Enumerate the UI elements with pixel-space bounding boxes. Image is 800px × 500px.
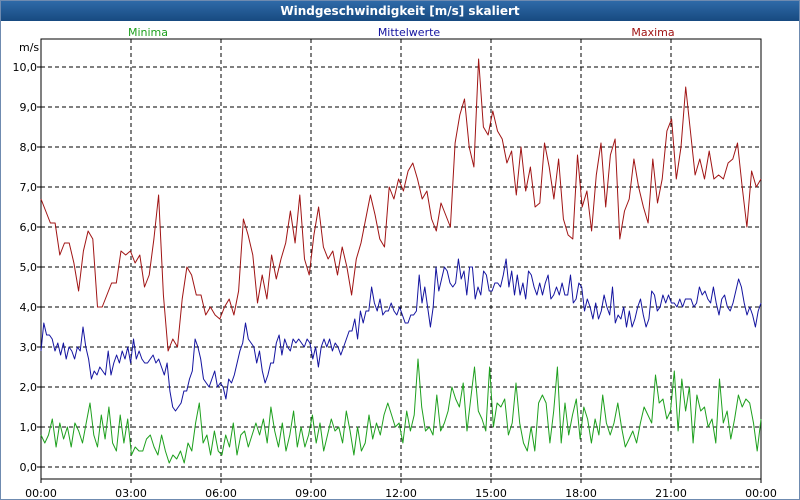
x-tick-time: 00:00 bbox=[25, 487, 57, 499]
x-tick-time: 15:00 bbox=[475, 487, 507, 499]
y-axis-unit: m/s bbox=[19, 41, 39, 54]
x-tick-time: 00:00 bbox=[745, 487, 777, 499]
x-tick-time: 21:00 bbox=[655, 487, 687, 499]
wind-speed-chart: 10,0 9,0 8,0 7,0 6,0 5,0 4,0 3,0 2,0 1,0 0,0 00:00… bbox=[13, 26, 777, 499]
legend-minima: Minima bbox=[128, 26, 168, 39]
grid bbox=[41, 39, 761, 479]
y-tick-label: 7,0 bbox=[20, 181, 38, 194]
series-line-maxima bbox=[40, 58, 762, 352]
y-axis-ticks: 10,0 9,0 8,0 7,0 6,0 5,0 4,0 3,0 2,0 1,0 0,0 bbox=[13, 61, 41, 474]
y-tick-label: 8,0 bbox=[20, 141, 38, 154]
y-tick-label: 1,0 bbox=[20, 421, 38, 434]
x-tick-time: 03:00 bbox=[115, 487, 147, 499]
x-tick-time: 06:00 bbox=[205, 487, 237, 499]
series-lines bbox=[40, 58, 762, 464]
y-tick-label: 2,0 bbox=[20, 381, 38, 394]
x-tick-time: 09:00 bbox=[295, 487, 327, 499]
y-tick-label: 5,0 bbox=[20, 261, 38, 274]
y-tick-label: 6,0 bbox=[20, 221, 38, 234]
x-tick-time: 18:00 bbox=[565, 487, 597, 499]
window-title: Windgeschwindigkeit [m/s] skaliert bbox=[1, 1, 799, 21]
legend-mittelwerte: Mittelwerte bbox=[378, 26, 441, 39]
y-tick-label: 0,0 bbox=[20, 461, 38, 474]
x-axis-ticks: 00:0008.02.1903:0008.02.1906:0008.02.190… bbox=[25, 479, 777, 499]
y-tick-label: 4,0 bbox=[20, 301, 38, 314]
y-tick-label: 3,0 bbox=[20, 341, 38, 354]
y-tick-label: 9,0 bbox=[20, 101, 38, 114]
y-tick-label: 10,0 bbox=[13, 61, 38, 74]
legend-maxima: Maxima bbox=[631, 26, 674, 39]
x-tick-time: 12:00 bbox=[385, 487, 417, 499]
series-line-minima bbox=[40, 358, 762, 464]
series-line-mittelwerte bbox=[40, 258, 762, 412]
